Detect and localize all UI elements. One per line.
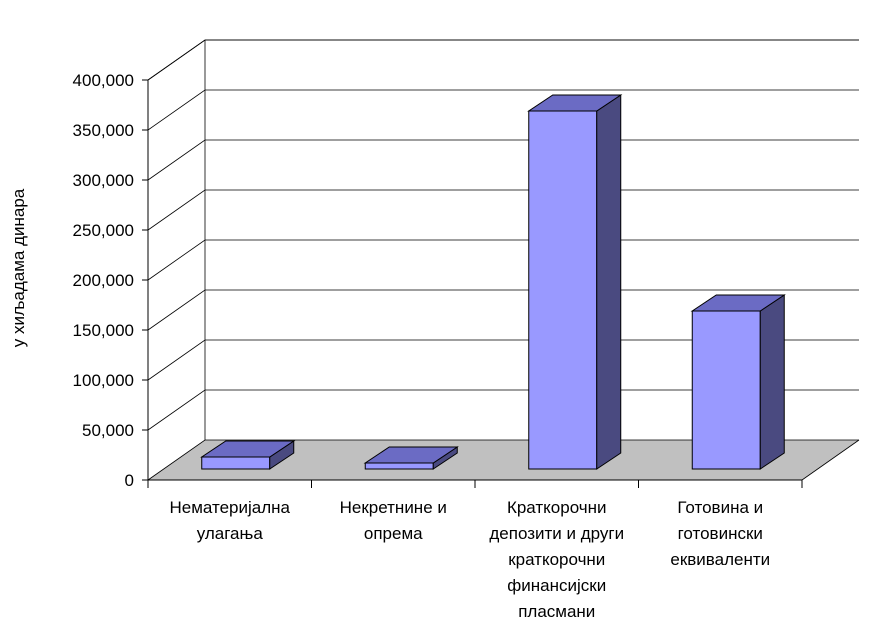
x-tick-label: Краткорочни депозити и други краткорочни фи… (489, 498, 624, 621)
y-tick-label: 150,000 (73, 321, 134, 340)
bar-top (527, 94, 623, 112)
x-tick-label: Готовина и готовински еквиваленти (670, 498, 770, 569)
bar-front (691, 310, 761, 470)
grid-line (147, 239, 859, 281)
bar-front (364, 462, 434, 470)
y-axis-label: у хиљадама динара (9, 188, 28, 347)
bar-side (596, 94, 622, 470)
y-tick-label: 250,000 (73, 221, 134, 240)
grid-line-top (147, 39, 859, 81)
y-tick-label: 50,000 (82, 421, 134, 440)
x-axis-labels: Нематеријална улагања Некретнине и опрема Кр… (147, 439, 860, 621)
grid-line (147, 189, 859, 231)
y-tick-label: 300,000 (73, 171, 134, 190)
grid-line (147, 139, 859, 181)
bar (527, 94, 623, 470)
grid-line (147, 39, 859, 81)
bar-top (200, 440, 296, 458)
bar-top (690, 294, 786, 312)
bar-top (363, 446, 459, 464)
y-axis-ticks: 0 50,000 100,000 150,000 200,000 250,000 300,0… (73, 40, 802, 490)
floor-edge (801, 439, 860, 481)
bars (200, 94, 786, 470)
bar (690, 294, 786, 470)
x-tick-label: Некретнине и опрема (340, 498, 447, 543)
bar-side (759, 294, 785, 470)
bar-front (528, 110, 598, 470)
x-tick-label: Нематеријална улагања (170, 498, 291, 543)
y-tick-label: 100,000 (73, 371, 134, 390)
y-tick-label: 0 (125, 471, 134, 490)
y-tick-label: 200,000 (73, 271, 134, 290)
bar-front (201, 456, 271, 470)
y-tick-label: 350,000 (73, 121, 134, 140)
chart-floor (148, 440, 859, 480)
floor-plane (148, 440, 859, 480)
bar (363, 446, 459, 470)
grid-line (147, 89, 859, 131)
bar (200, 440, 296, 470)
y-tick-label: 400,000 (73, 71, 134, 90)
